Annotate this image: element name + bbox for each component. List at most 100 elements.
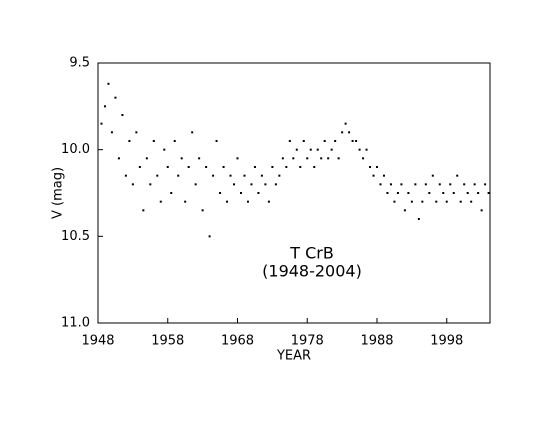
data-point (323, 140, 326, 142)
data-point (313, 166, 316, 168)
data-point (271, 166, 274, 168)
data-point (348, 131, 351, 134)
data-point (156, 174, 159, 177)
data-point (466, 192, 469, 194)
data-point (107, 82, 110, 85)
data-point (389, 183, 392, 186)
data-point (191, 131, 194, 134)
data-point (149, 183, 152, 186)
data-point (477, 192, 480, 194)
data-point (306, 157, 309, 160)
data-point (386, 192, 389, 194)
data-point (205, 166, 208, 168)
data-point (428, 192, 431, 194)
data-point (260, 174, 263, 177)
data-point (292, 157, 295, 160)
data-point (124, 174, 127, 177)
data-point (327, 157, 330, 160)
data-point (194, 183, 197, 186)
data-point (103, 105, 106, 108)
data-point (226, 200, 229, 203)
y-axis-label: V (mag) (51, 167, 66, 219)
data-point (341, 131, 344, 134)
data-point (382, 174, 385, 177)
data-point (473, 183, 476, 186)
data-point (463, 183, 466, 186)
data-point (351, 140, 354, 142)
data-point (358, 148, 361, 151)
data-point (177, 174, 180, 177)
data-point (110, 131, 113, 134)
data-point (376, 166, 379, 168)
data-point (449, 183, 452, 186)
data-point (180, 157, 183, 160)
data-point (198, 157, 201, 160)
data-point (365, 148, 368, 151)
data-point (372, 174, 375, 177)
x-tick-label: 1968 (221, 334, 254, 349)
data-point (309, 148, 312, 151)
data-point (396, 192, 399, 194)
x-tick-label: 1948 (81, 334, 114, 349)
x-tick-label: 1958 (151, 334, 184, 349)
data-point (393, 200, 396, 203)
data-point (131, 183, 134, 186)
data-point (334, 140, 337, 142)
data-point (285, 166, 288, 168)
data-point (145, 157, 148, 160)
data-point (435, 200, 438, 203)
data-point (344, 122, 347, 125)
data-point (212, 174, 215, 177)
data-point (222, 166, 225, 168)
data-point (117, 157, 120, 160)
data-point (355, 140, 358, 142)
x-tick-label: 1998 (430, 334, 463, 349)
data-point (243, 174, 246, 177)
data-point (257, 192, 260, 194)
data-point (452, 192, 455, 194)
data-point (337, 157, 340, 160)
y-tick-label: 11.0 (61, 316, 90, 331)
data-point (484, 183, 487, 186)
data-point (246, 200, 249, 203)
data-point (253, 166, 256, 168)
data-point (302, 140, 305, 142)
data-point (487, 192, 490, 194)
data-point (166, 166, 169, 168)
data-point (410, 200, 413, 203)
data-point (281, 157, 284, 160)
data-point (236, 157, 239, 160)
data-point (239, 192, 242, 194)
data-point (128, 140, 131, 142)
data-point (403, 209, 406, 212)
data-point (442, 192, 445, 194)
data-point (114, 96, 117, 99)
data-point (407, 192, 410, 194)
x-tick-label: 1978 (291, 334, 324, 349)
data-point (274, 183, 277, 186)
data-point (100, 122, 103, 125)
data-point (288, 140, 291, 142)
data-point (152, 140, 155, 142)
data-point (379, 183, 382, 186)
data-point (121, 114, 124, 116)
data-point (229, 174, 232, 177)
data-point (431, 174, 434, 177)
y-tick-label: 10.0 (61, 142, 90, 157)
data-point (330, 148, 333, 151)
annotation: T CrB (289, 244, 334, 263)
data-point (459, 200, 462, 203)
data-point (299, 166, 302, 168)
data-point (219, 192, 222, 194)
data-point (184, 200, 187, 203)
y-tick-label: 10.5 (61, 229, 90, 244)
data-point (250, 183, 253, 186)
data-point (417, 218, 420, 220)
data-point (320, 157, 323, 160)
data-point (295, 148, 298, 151)
data-point (170, 192, 173, 194)
data-point (138, 166, 141, 168)
data-point (142, 209, 145, 212)
data-point (480, 209, 483, 212)
data-point (215, 140, 218, 142)
